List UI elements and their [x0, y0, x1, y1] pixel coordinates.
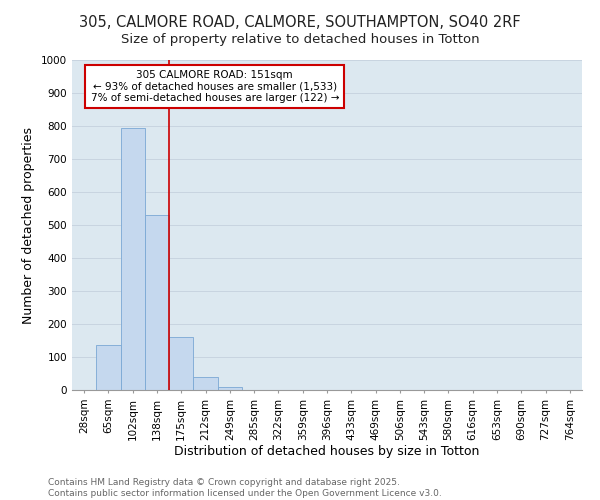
- Text: 305, CALMORE ROAD, CALMORE, SOUTHAMPTON, SO40 2RF: 305, CALMORE ROAD, CALMORE, SOUTHAMPTON,…: [79, 15, 521, 30]
- Bar: [218, 386, 242, 390]
- Bar: [121, 128, 145, 390]
- Bar: [145, 215, 169, 390]
- Text: Contains HM Land Registry data © Crown copyright and database right 2025.
Contai: Contains HM Land Registry data © Crown c…: [48, 478, 442, 498]
- Bar: [96, 346, 121, 390]
- Text: 305 CALMORE ROAD: 151sqm
← 93% of detached houses are smaller (1,533)
7% of semi: 305 CALMORE ROAD: 151sqm ← 93% of detach…: [91, 70, 339, 103]
- Text: Size of property relative to detached houses in Totton: Size of property relative to detached ho…: [121, 32, 479, 46]
- Bar: [193, 377, 218, 390]
- Y-axis label: Number of detached properties: Number of detached properties: [22, 126, 35, 324]
- X-axis label: Distribution of detached houses by size in Totton: Distribution of detached houses by size …: [175, 446, 479, 458]
- Bar: [169, 337, 193, 390]
